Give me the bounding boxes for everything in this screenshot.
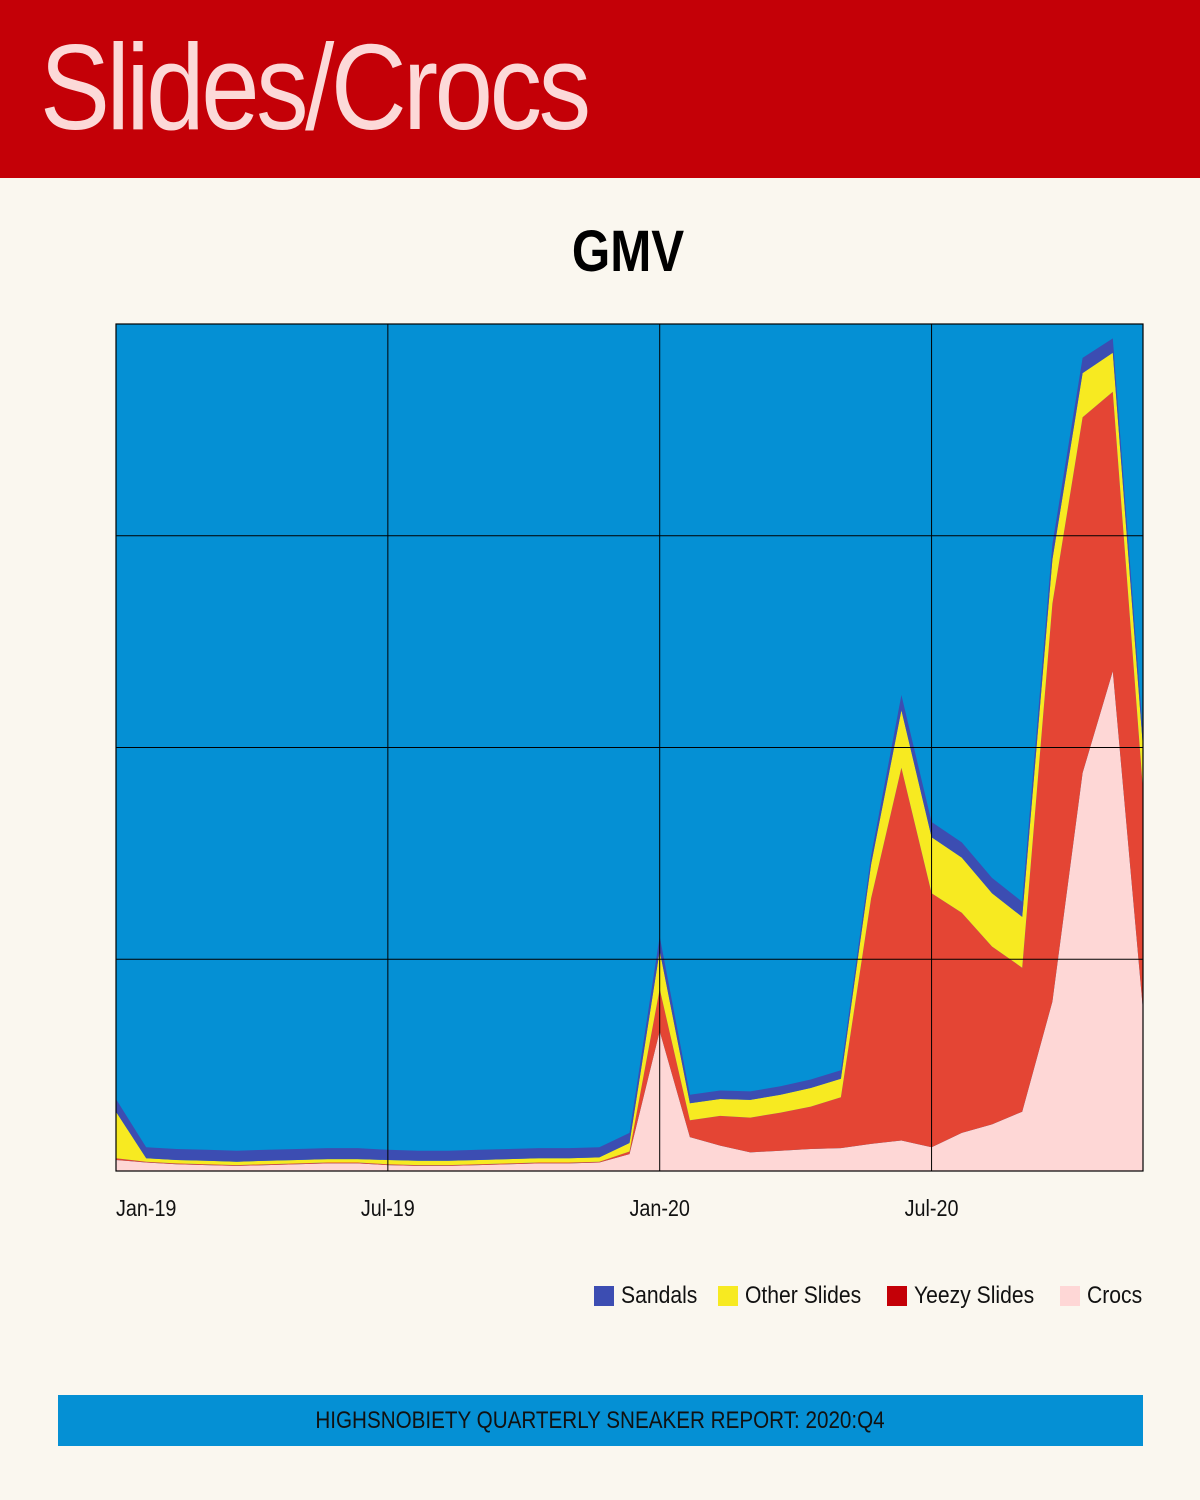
legend-item: Other Slides — [717, 1282, 869, 1310]
area-yeezy-slides — [116, 391, 1143, 1166]
plot-frame — [115, 323, 1144, 1172]
x-tick-label: Jan-20 — [629, 1196, 690, 1222]
legend-label: Other Slides — [744, 1282, 861, 1309]
legend-swatch — [717, 1286, 738, 1306]
chart-legend: Sandals Other Slides Yeezy Slides Crocs — [593, 1282, 1142, 1310]
legend-item: Sandals — [593, 1282, 700, 1310]
legend-swatch — [593, 1286, 614, 1306]
x-tick-label: Jul-19 — [361, 1196, 415, 1222]
chart-title: GMV — [571, 219, 685, 284]
legend-label: Crocs — [1087, 1282, 1143, 1309]
area-crocs — [116, 671, 1143, 1171]
legend-item: Crocs — [1060, 1282, 1142, 1310]
header-banner: Slides/Crocs — [0, 0, 1200, 178]
x-tick-label: Jul-20 — [905, 1196, 959, 1222]
footer-text: HIGHSNOBIETY QUARTERLY SNEAKER REPORT: 2… — [315, 1406, 886, 1434]
legend-label: Yeezy Slides — [913, 1282, 1034, 1309]
x-tick-label: Jan-19 — [116, 1196, 176, 1222]
legend-swatch — [886, 1286, 907, 1306]
legend-swatch — [1060, 1286, 1081, 1306]
legend-label: Sandals — [620, 1282, 698, 1309]
page-title: Slides/Crocs — [40, 19, 591, 155]
legend-item: Yeezy Slides — [886, 1282, 1043, 1310]
footer-bar: HIGHSNOBIETY QUARTERLY SNEAKER REPORT: 2… — [58, 1395, 1143, 1446]
